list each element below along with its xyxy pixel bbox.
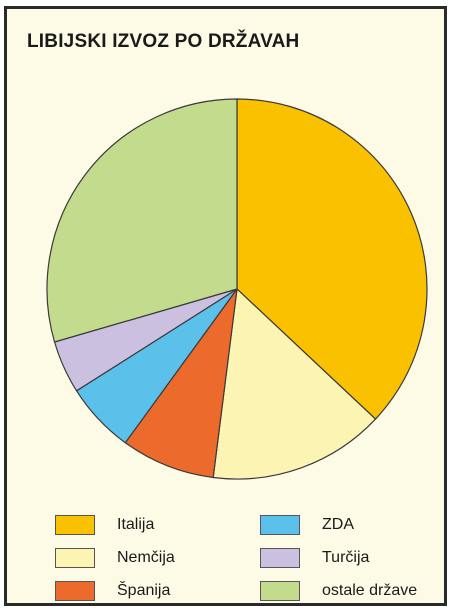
legend-label-zda: ZDA (322, 516, 354, 533)
legend-swatch-nemcija (55, 548, 95, 568)
legend-item-turcija: Turčija (260, 547, 369, 569)
legend-label-ostale-drzave: ostale države (322, 582, 418, 599)
pie-chart (46, 98, 428, 480)
legend-swatch-zda (260, 515, 300, 535)
legend-swatch-italija (55, 515, 95, 535)
chart-title: LIBIJSKI IZVOZ PO DRŽAVAH (27, 31, 300, 52)
legend: Italija Nemčija Španija ZDA Turčija osta… (55, 514, 435, 604)
pie-slice-nemčija (212, 287, 377, 480)
legend-label-spanija: Španija (117, 582, 171, 599)
legend-item-ostale-drzave: ostale države (260, 580, 417, 602)
legend-item-nemcija: Nemčija (55, 547, 175, 569)
legend-item-zda: ZDA (260, 514, 354, 536)
legend-swatch-spanija (55, 581, 95, 601)
legend-label-italija: Italija (117, 516, 155, 533)
pie-slice-ostale-države (46, 98, 238, 343)
legend-swatch-ostale-drzave (260, 581, 300, 601)
chart-card: LIBIJSKI IZVOZ PO DRŽAVAH Italija Nemčij… (4, 6, 447, 606)
pie-slice-italija (236, 98, 428, 420)
legend-item-italija: Italija (55, 514, 154, 536)
pie-slice-španija (124, 288, 238, 479)
legend-swatch-turcija (260, 548, 300, 568)
legend-label-nemcija: Nemčija (117, 549, 175, 566)
legend-item-spanija: Španija (55, 580, 170, 602)
legend-label-turcija: Turčija (322, 549, 370, 566)
